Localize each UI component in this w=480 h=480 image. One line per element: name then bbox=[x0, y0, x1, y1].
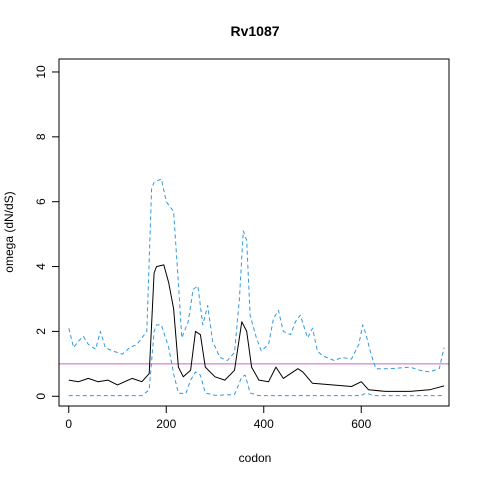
y-tick-label: 4 bbox=[34, 263, 48, 270]
x-axis: 0 200 400 600 bbox=[65, 405, 372, 431]
y-tick-label: 10 bbox=[34, 65, 48, 79]
y-tick-label: 8 bbox=[34, 133, 48, 140]
mean-omega-line bbox=[68, 264, 445, 392]
y-tick-label: 2 bbox=[34, 328, 48, 335]
x-tick-label: 400 bbox=[254, 417, 274, 431]
y-tick-label: 0 bbox=[34, 393, 48, 400]
x-axis-label: codon bbox=[239, 451, 272, 465]
y-axis-label: omega (dN/dS) bbox=[2, 191, 16, 272]
y-axis: 0 2 4 6 8 10 bbox=[34, 65, 60, 400]
x-tick-label: 0 bbox=[65, 417, 72, 431]
chart-title: Rv1087 bbox=[230, 23, 279, 39]
x-tick-label: 200 bbox=[156, 417, 176, 431]
x-tick-label: 600 bbox=[351, 417, 371, 431]
y-tick-label: 6 bbox=[34, 198, 48, 205]
plot-area bbox=[59, 178, 449, 397]
upper-bound-line bbox=[68, 178, 445, 373]
